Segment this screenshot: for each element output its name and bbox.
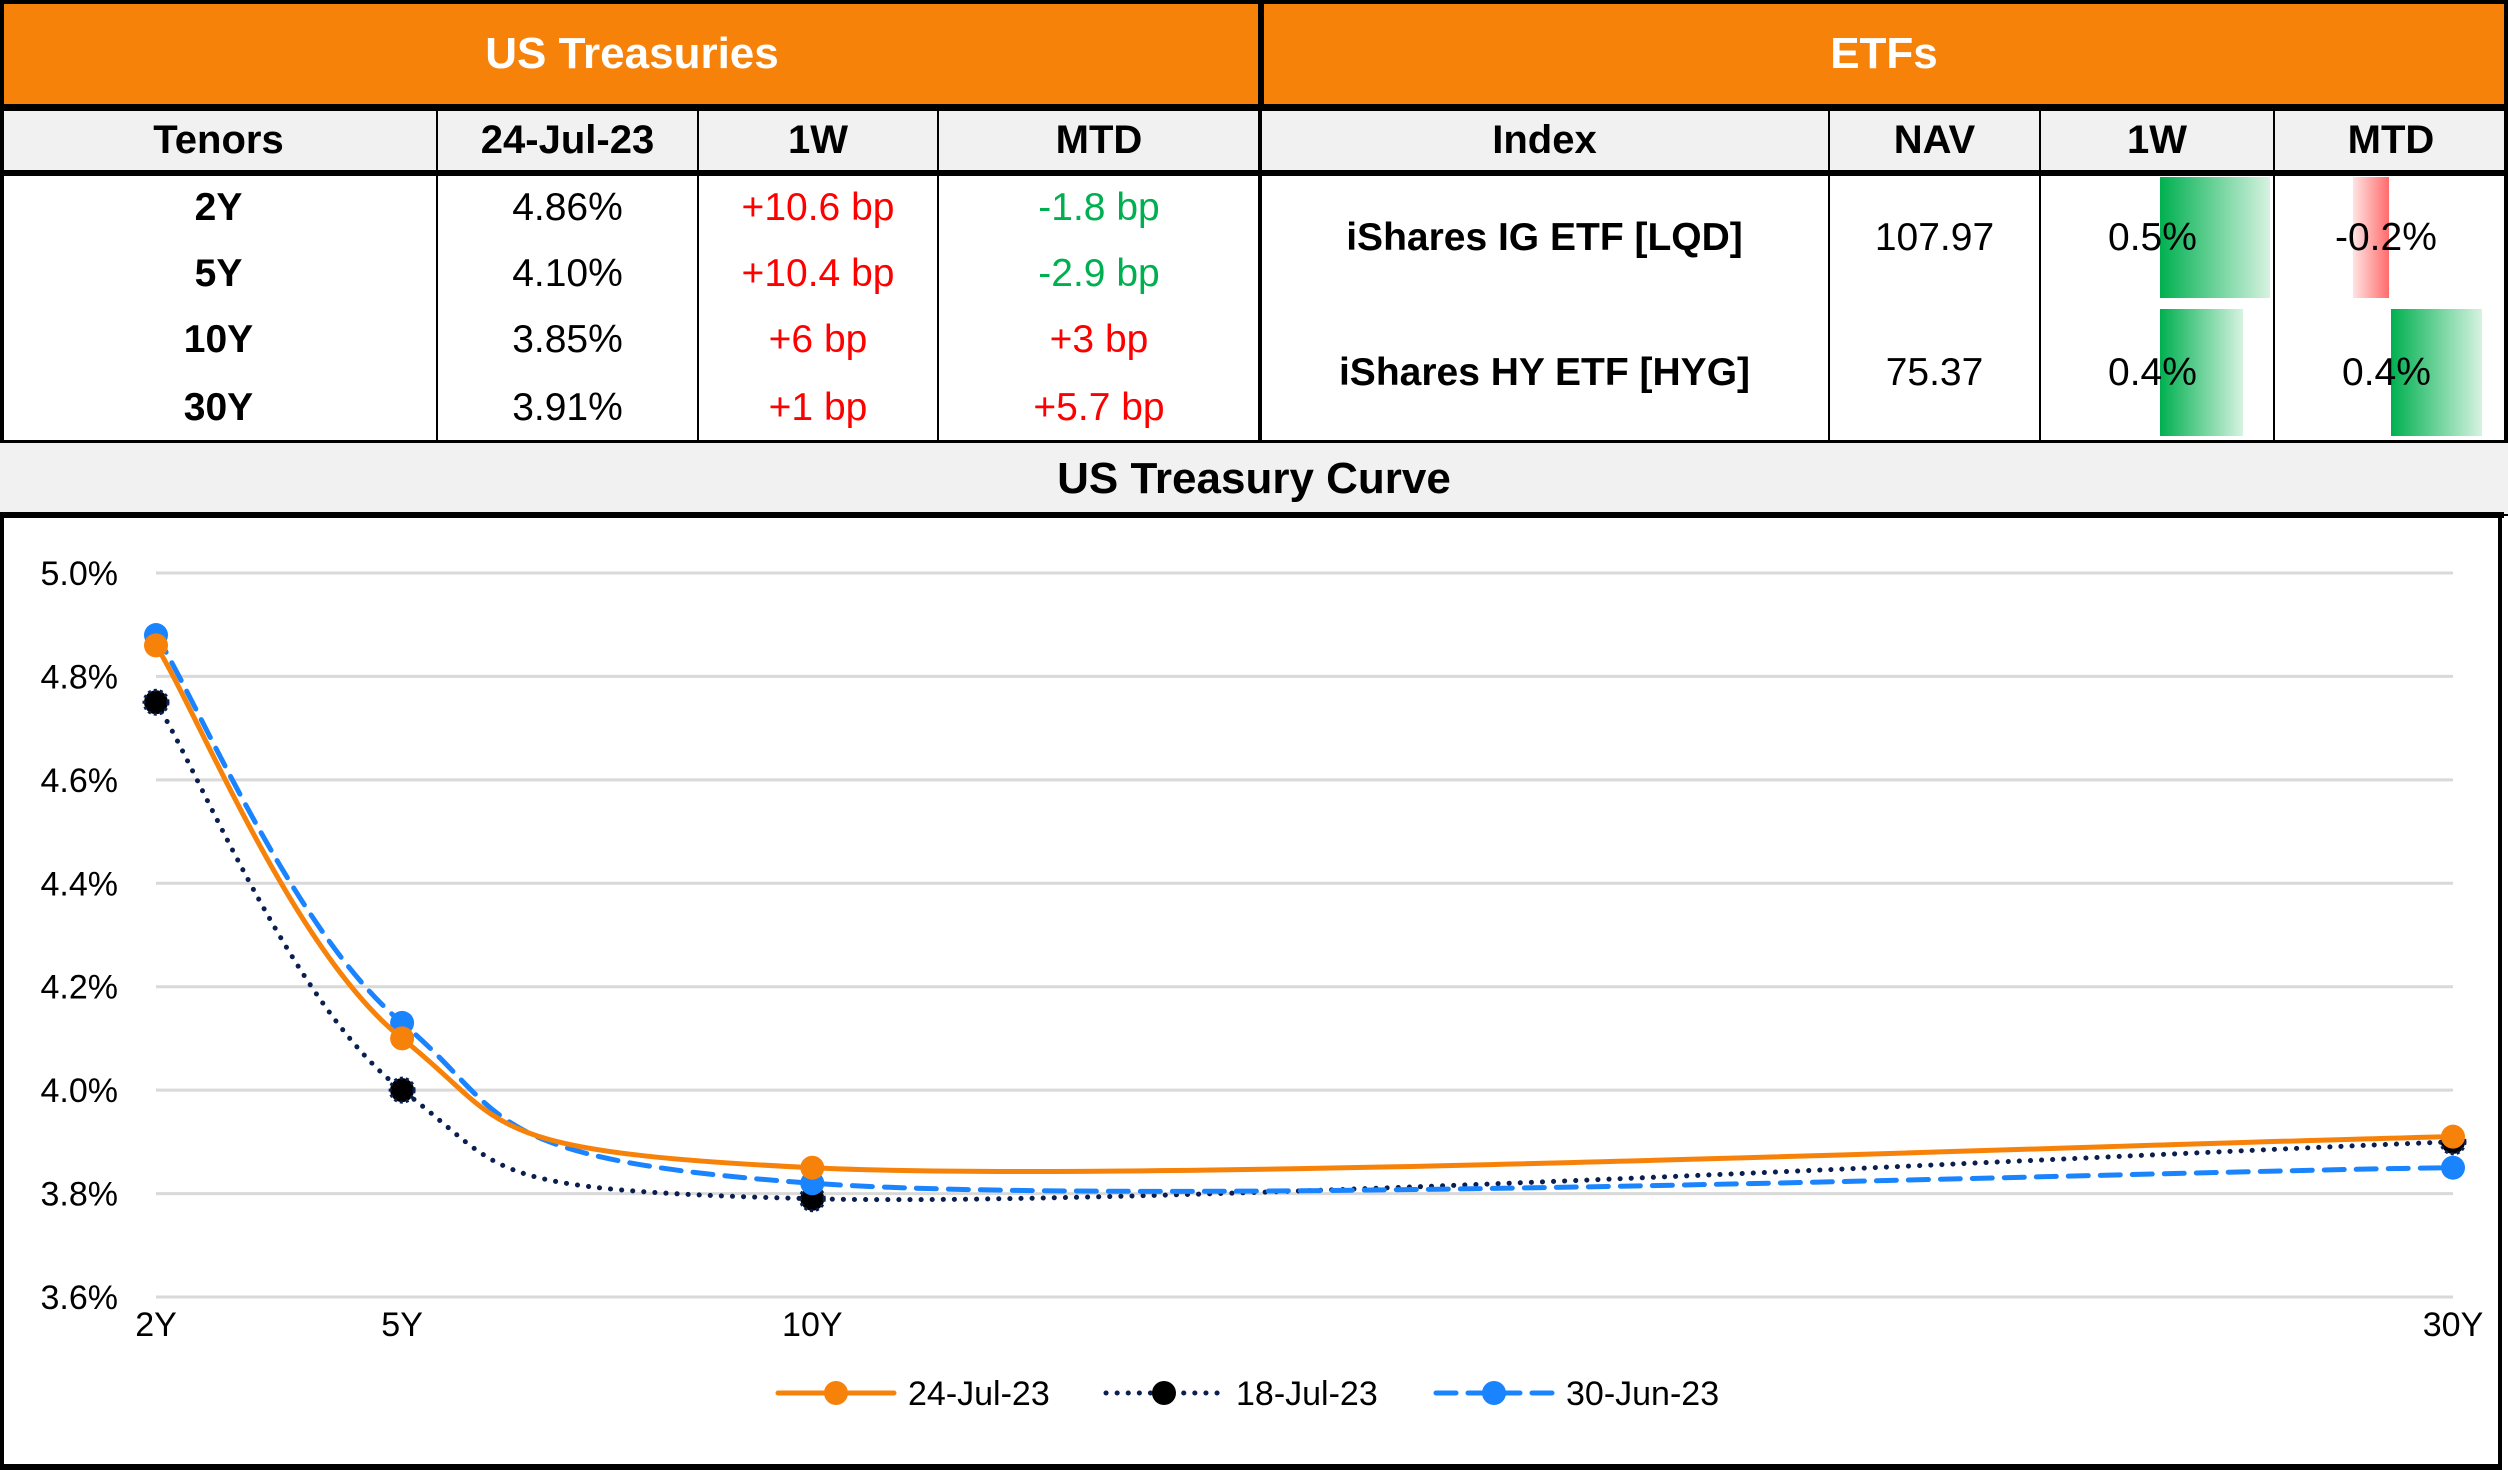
change-mtd-cell: +3 bp <box>1049 318 1149 361</box>
tenor-cell: 30Y <box>183 386 254 429</box>
legend-label: 30-Jun-23 <box>1566 1375 1719 1413</box>
etf-nav-cell: 107.97 <box>1874 216 1995 259</box>
etf-index-cell: iShares IG ETF [LQD] <box>1346 216 1743 259</box>
chart-title: US Treasury Curve <box>0 443 2508 514</box>
table-divider <box>0 105 2508 111</box>
data-point <box>2441 1155 2465 1180</box>
table-divider <box>0 170 2508 176</box>
col-header-nav: NAV <box>1829 105 2040 175</box>
y-tick-label: 3.6% <box>41 1279 119 1317</box>
legend-marker <box>1152 1381 1176 1405</box>
col-header-1w: 1W <box>698 105 938 175</box>
legend-label: 18-Jul-23 <box>1236 1375 1378 1413</box>
etf-nav-cell: 75.37 <box>1885 351 1984 394</box>
etfs-header: ETFs <box>1260 0 2508 108</box>
series-line <box>153 632 2456 1194</box>
etf-1w-cell: 0.5% <box>2108 216 2197 259</box>
tenor-cell: 5Y <box>194 252 243 295</box>
etf-mtd-databar <box>2391 309 2482 436</box>
col-header-index: Index <box>1260 105 1829 175</box>
column-divider <box>1828 105 1830 443</box>
change-1w-cell: +10.6 bp <box>741 186 895 229</box>
change-mtd-cell: -1.8 bp <box>1038 186 1160 229</box>
data-point <box>388 1076 416 1104</box>
section-divider <box>1258 0 1262 443</box>
yield-cell: 4.86% <box>512 186 623 229</box>
series-lines <box>142 623 2467 1213</box>
col-header-mtd: MTD <box>938 105 1260 175</box>
legend-item: 30-Jun-23 <box>1433 1375 1719 1413</box>
col-header-etf-1w: 1W <box>2040 105 2274 175</box>
us-treasuries-title: US Treasuries <box>485 29 779 78</box>
legend-marker <box>824 1381 848 1405</box>
y-tick-label: 4.4% <box>41 865 119 903</box>
chart-border-bottom <box>0 1464 2502 1470</box>
col-header-etf-mtd: MTD <box>2274 105 2508 175</box>
change-mtd-cell: -2.9 bp <box>1038 252 1160 295</box>
column-divider <box>697 105 699 443</box>
yield-cell: 4.10% <box>512 252 623 295</box>
x-tick-label: 2Y <box>135 1306 177 1344</box>
data-point <box>2441 1124 2465 1149</box>
chart-border-right <box>2498 512 2502 1470</box>
data-point <box>800 1155 825 1180</box>
us-treasuries-header: US Treasuries <box>0 0 1260 108</box>
change-1w-cell: +6 bp <box>768 318 868 361</box>
table-border-right <box>2504 0 2508 516</box>
change-1w-cell: +10.4 bp <box>741 252 895 295</box>
x-axis-ticks: 2Y 5Y 10Y 30Y <box>135 1306 2483 1344</box>
series-30-Jun-23 <box>144 623 2465 1196</box>
series-line <box>153 699 2456 1203</box>
legend-item: 24-Jul-23 <box>775 1375 1050 1413</box>
x-tick-label: 30Y <box>2423 1306 2484 1344</box>
change-1w-cell: +1 bp <box>768 386 868 429</box>
y-tick-label: 4.0% <box>41 1072 119 1110</box>
etf-1w-databar <box>2160 309 2243 436</box>
data-point <box>390 1026 415 1051</box>
data-point <box>142 688 170 716</box>
y-tick-label: 4.8% <box>41 658 119 696</box>
etfs-title: ETFs <box>1830 29 1938 78</box>
data-point <box>144 633 168 658</box>
yield-cell: 3.91% <box>512 386 623 429</box>
tenor-cell: 10Y <box>183 318 254 361</box>
legend-marker <box>1482 1381 1506 1405</box>
gridlines <box>156 571 2453 1299</box>
y-tick-label: 4.6% <box>41 762 119 800</box>
series-18-Jul-23 <box>142 688 2467 1213</box>
etf-mtd-cell: -0.2% <box>2335 216 2437 259</box>
legend-label: 24-Jul-23 <box>908 1375 1050 1413</box>
etf-mtd-databar <box>2353 177 2389 298</box>
col-header-tenors: Tenors <box>0 105 437 175</box>
tenor-cell: 2Y <box>194 186 243 229</box>
y-tick-label: 3.8% <box>41 1176 119 1214</box>
column-divider <box>2273 105 2275 443</box>
chart-title-divider <box>0 512 2504 518</box>
etf-1w-cell: 0.4% <box>2108 351 2197 394</box>
legend-item: 18-Jul-23 <box>1103 1375 1378 1413</box>
y-tick-label: 5.0% <box>41 555 119 593</box>
column-divider <box>2039 105 2041 443</box>
table-border-left <box>0 0 4 1470</box>
legend: 24-Jul-23 18-Jul-23 30-Jun-23 <box>775 1375 1719 1413</box>
yield-cell: 3.85% <box>512 318 623 361</box>
etf-1w-databar <box>2160 177 2270 298</box>
col-header-date: 24-Jul-23 <box>437 105 698 175</box>
x-tick-label: 10Y <box>782 1306 843 1344</box>
change-mtd-cell: +5.7 bp <box>1033 386 1165 429</box>
series-line <box>153 642 2456 1174</box>
etf-mtd-cell: 0.4% <box>2342 351 2431 394</box>
x-tick-label: 5Y <box>381 1306 423 1344</box>
series-24-Jul-23 <box>144 633 2465 1180</box>
etf-index-cell: iShares HY ETF [HYG] <box>1338 351 1751 394</box>
y-tick-label: 4.2% <box>41 969 119 1007</box>
column-divider <box>436 105 438 443</box>
column-divider <box>937 105 939 443</box>
y-axis-ticks: 3.6% 3.8% 4.0% 4.2% 4.4% 4.6% 4.8% 5.0% <box>41 555 119 1317</box>
